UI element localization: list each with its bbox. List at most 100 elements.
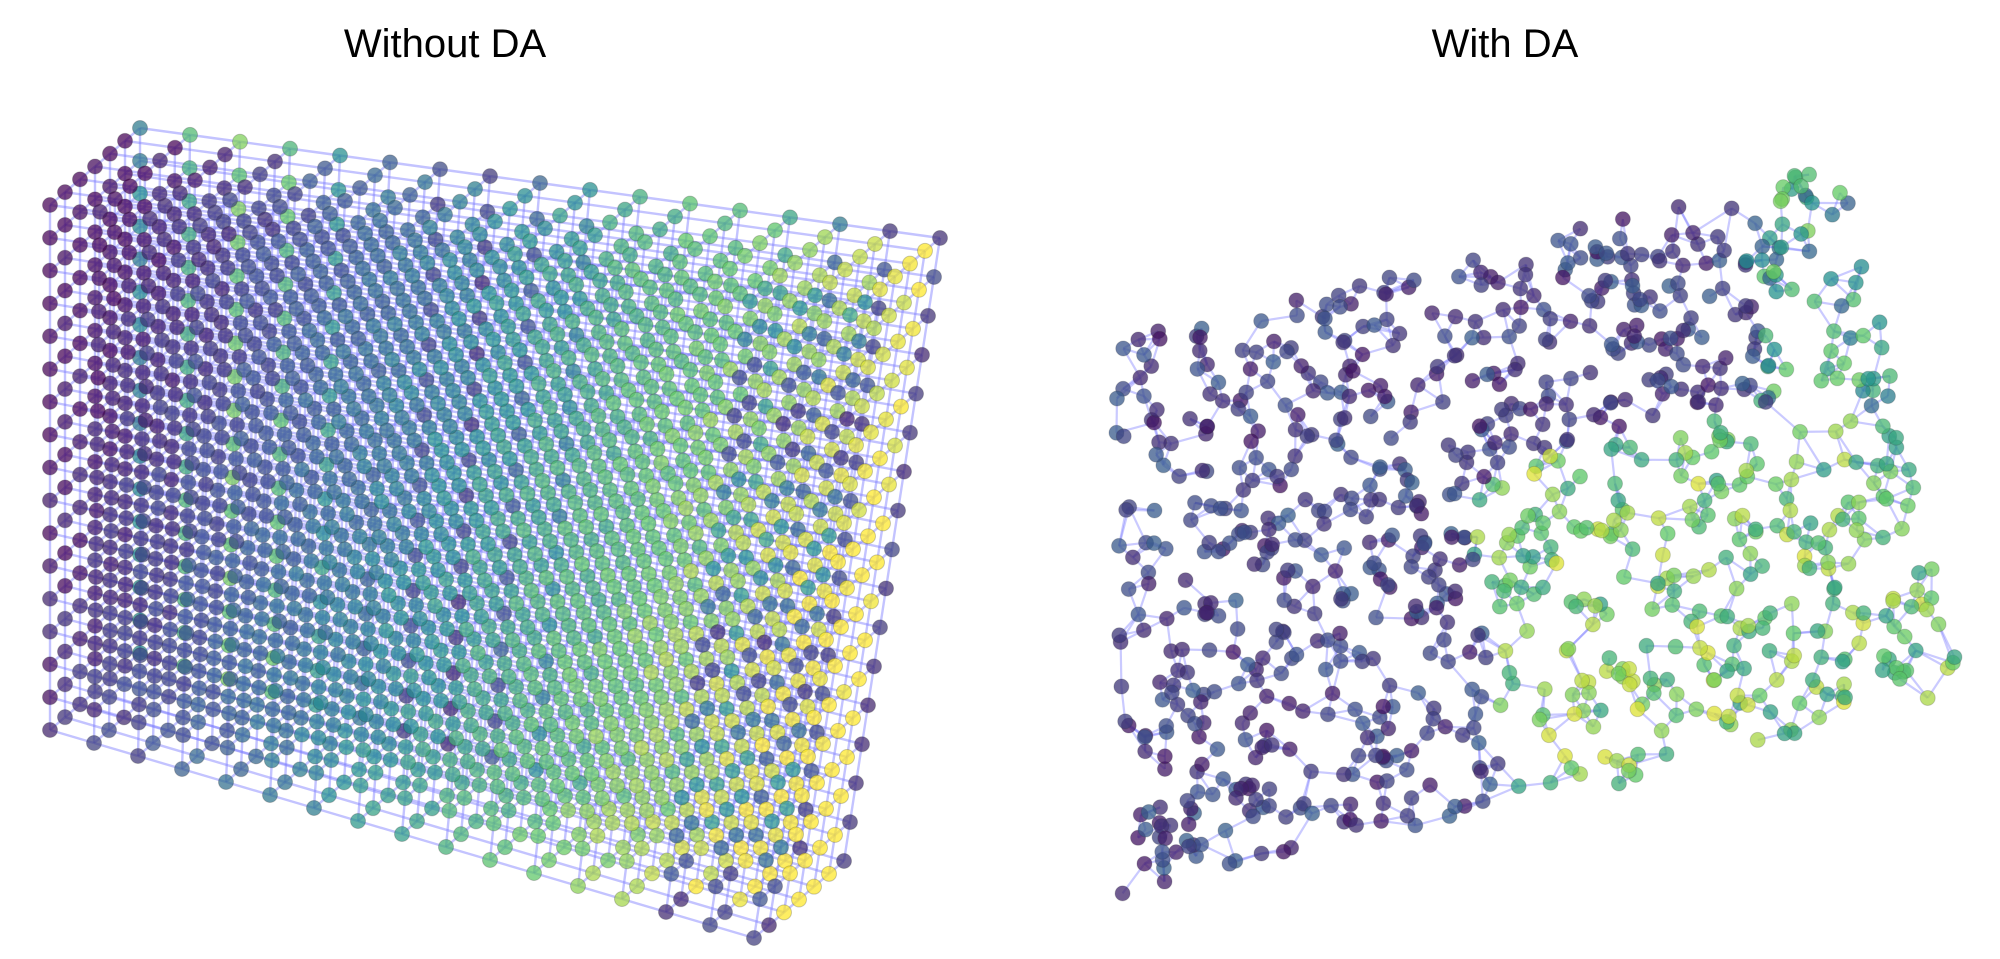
lattice-edge [225,780,271,797]
lattice-edge [790,551,839,564]
lattice-edge [774,229,826,239]
lattice-edge [274,160,326,170]
lattice-edge [574,201,626,211]
lattice-edge [94,657,140,673]
lattice-edge [666,372,716,384]
lattice-edge [49,630,96,645]
lattice-edge [803,641,851,655]
lattice-edge [809,602,857,616]
lattice-edge [700,494,749,506]
lattice-edge [674,215,726,225]
lattice-edge [416,820,462,836]
lattice-edge [737,579,786,593]
lattice-edge [691,384,741,396]
lattice-edge [474,187,526,198]
lattice-edge [720,443,769,455]
lattice-edge [665,910,711,927]
lattice-edge [794,615,842,629]
lattice-edge [680,898,726,914]
lattice-edge [705,456,754,468]
lattice-edge [240,768,286,784]
lattice-edge [763,490,812,503]
lattice-edge [735,430,784,442]
lattice-edge [328,794,374,810]
lattice-edge [592,872,638,888]
lattice-edge [753,465,803,477]
lattice-edge [799,576,848,590]
lattice-edge [625,290,676,301]
lattice-edge [124,139,176,149]
lattice-edge [820,525,869,538]
lattice-edge [137,754,183,771]
lattice-edge [504,846,550,862]
lattice-edge [710,418,760,430]
lattice-edge [93,741,139,758]
lattice-edge [109,695,155,711]
lattice-edge [773,515,821,528]
lattice-edge [424,180,476,191]
lattice-edge [709,234,761,245]
lattice-edge [636,885,682,901]
lattice-edge [64,683,110,699]
lattice-edge [579,246,631,257]
lattice-edge [748,503,797,515]
lattice-edge [805,538,854,551]
lattice-edge [659,228,711,238]
lattice-edge [324,167,376,177]
lattice-edge [196,755,242,771]
lattice-graph-without-da [42,120,948,946]
lattice-edge [759,241,811,252]
lattice-edge [577,884,623,901]
lattice-edge [49,696,95,711]
lattice-edge [824,235,876,246]
lattice-edge [767,554,816,567]
lattice-edge [773,666,821,680]
lattice-edge [64,617,111,632]
lattice-edge [874,242,926,253]
lattice-edge [152,742,198,758]
lattice-edge [594,234,646,244]
lattice-edge [661,410,711,422]
lattice-edge [401,832,447,849]
lattice-edge [609,221,661,231]
lattice-edge [357,819,403,836]
lattice-edge [743,541,791,554]
lattice-edge [372,807,418,823]
panel-title-without-da: Without DA [343,22,547,66]
lattice-edge [445,845,491,862]
lattice-edge [788,654,836,668]
lattice-edge [758,528,806,541]
lattice-edge [621,897,667,914]
lattice-edge [621,327,672,338]
lattice-edge [269,793,315,810]
lattice-edge [94,708,140,724]
lattice-edge [108,729,154,745]
lattice-edge [784,589,833,603]
lattice-edge [796,512,845,525]
lattice-edge [814,564,863,577]
lattice-edge [94,690,140,706]
lattice-edge [64,650,111,665]
lattice-edge [489,858,535,875]
lattice-edge [374,174,426,184]
lattice-edge [709,923,755,940]
lattice-edge [79,670,125,686]
lattice-edge [724,222,776,232]
lattice-edge [809,248,861,258]
lattice-edge [224,153,276,163]
lattice-edge [752,566,801,580]
panel-without-da: Without DA [42,22,948,946]
lattice-edge [676,397,726,409]
lattice-edge [284,781,330,797]
lattice-edge [524,194,576,204]
lattice-edge [730,468,779,481]
lattice-edge [779,628,827,641]
lattice-edge [460,833,506,849]
lattice-edge [49,663,96,678]
lattice-edge [533,871,579,888]
lattice-edge [49,728,95,745]
lattice-edge [79,703,125,719]
lattice-edge [624,208,676,218]
lattice-edge [64,716,110,732]
lattice-edge [181,767,227,784]
